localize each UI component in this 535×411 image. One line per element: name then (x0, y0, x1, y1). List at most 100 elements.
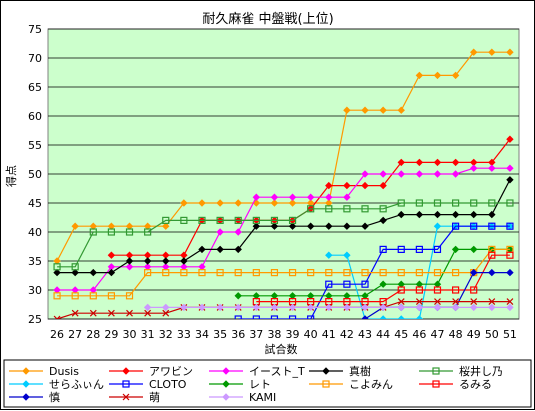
legend-item: イースト_T (209, 365, 305, 378)
data-point (126, 309, 133, 317)
data-point (397, 269, 405, 277)
data-point (322, 367, 330, 375)
data-point (397, 210, 405, 219)
data-point (216, 269, 224, 277)
data-point (252, 269, 260, 277)
data-point (288, 216, 297, 224)
data-point (270, 199, 279, 207)
data-point (144, 269, 152, 277)
x-tick-label: 42 (340, 328, 354, 341)
data-point (222, 393, 230, 401)
data-point (433, 71, 442, 80)
data-point (379, 106, 387, 114)
data-point (252, 216, 260, 224)
data-point (470, 245, 478, 254)
data-point (270, 193, 279, 201)
data-point (451, 158, 460, 167)
x-tick-label: 27 (68, 328, 82, 341)
data-point (162, 216, 170, 224)
data-point (234, 269, 242, 277)
y-tick-label: 55 (28, 139, 42, 152)
data-point (379, 181, 387, 190)
data-point (506, 268, 514, 277)
data-point (361, 222, 369, 230)
data-point (488, 268, 496, 277)
data-point (488, 210, 496, 219)
legend-item: こよみん (309, 378, 393, 391)
legend-label: るみる (459, 378, 492, 391)
series-2 (53, 164, 514, 294)
data-point (288, 303, 297, 312)
data-point (361, 181, 369, 190)
x-tick-label: 46 (412, 328, 426, 341)
data-point (198, 199, 206, 207)
data-point (53, 268, 61, 277)
x-tick-label: 30 (123, 328, 137, 341)
data-point (415, 210, 424, 219)
data-point (451, 71, 460, 80)
data-point (180, 216, 188, 224)
x-tick-label: 51 (503, 328, 517, 341)
x-tick-label: 49 (467, 328, 481, 341)
legend-label: CLOTO (149, 378, 187, 391)
data-point (22, 367, 30, 375)
data-point (488, 251, 496, 259)
data-point (488, 303, 496, 312)
data-point (234, 228, 242, 236)
data-point (379, 280, 387, 288)
data-point (234, 245, 242, 254)
data-point (415, 71, 424, 80)
data-point (71, 263, 79, 271)
data-point (397, 245, 405, 253)
legend-label: KAMI (249, 391, 276, 404)
data-point (22, 380, 30, 388)
data-point (270, 216, 279, 224)
data-point (361, 303, 369, 312)
data-point (488, 298, 496, 306)
data-point (433, 245, 442, 253)
data-point (470, 48, 478, 56)
data-point (470, 222, 478, 230)
data-point (222, 367, 230, 375)
data-point (89, 228, 97, 236)
data-point (433, 210, 442, 219)
data-point (306, 303, 315, 312)
x-tick-label: 41 (322, 328, 336, 341)
data-point (379, 216, 387, 225)
series-line (238, 225, 510, 319)
x-tick-label: 40 (304, 328, 318, 341)
series-0 (53, 48, 514, 265)
data-point (415, 199, 423, 207)
series-line (238, 248, 510, 297)
data-point (198, 269, 206, 277)
y-tick-label: 45 (28, 197, 42, 210)
series-3 (53, 176, 514, 277)
data-point (361, 205, 369, 213)
data-point (307, 205, 315, 213)
data-point (234, 292, 242, 300)
y-tick-label: 35 (28, 255, 42, 268)
legend-label: レト (249, 378, 271, 391)
data-point (379, 315, 387, 319)
legend-label: 萌 (149, 390, 160, 404)
data-point (506, 164, 514, 172)
data-point (107, 268, 116, 277)
data-point (325, 222, 333, 230)
data-point (288, 193, 297, 201)
data-point (252, 303, 261, 312)
data-point (451, 245, 460, 254)
data-point (71, 222, 79, 230)
data-point (397, 298, 405, 306)
data-point (397, 303, 405, 312)
legend-label: 桜井し乃 (459, 364, 503, 378)
data-point (234, 315, 242, 319)
data-point (125, 292, 134, 300)
legend-item: 慎 (9, 390, 60, 404)
y-tick-label: 50 (28, 168, 42, 181)
data-point (451, 210, 460, 219)
data-point (397, 106, 405, 114)
data-point (162, 303, 170, 312)
data-point (252, 315, 260, 319)
data-point (288, 315, 297, 319)
